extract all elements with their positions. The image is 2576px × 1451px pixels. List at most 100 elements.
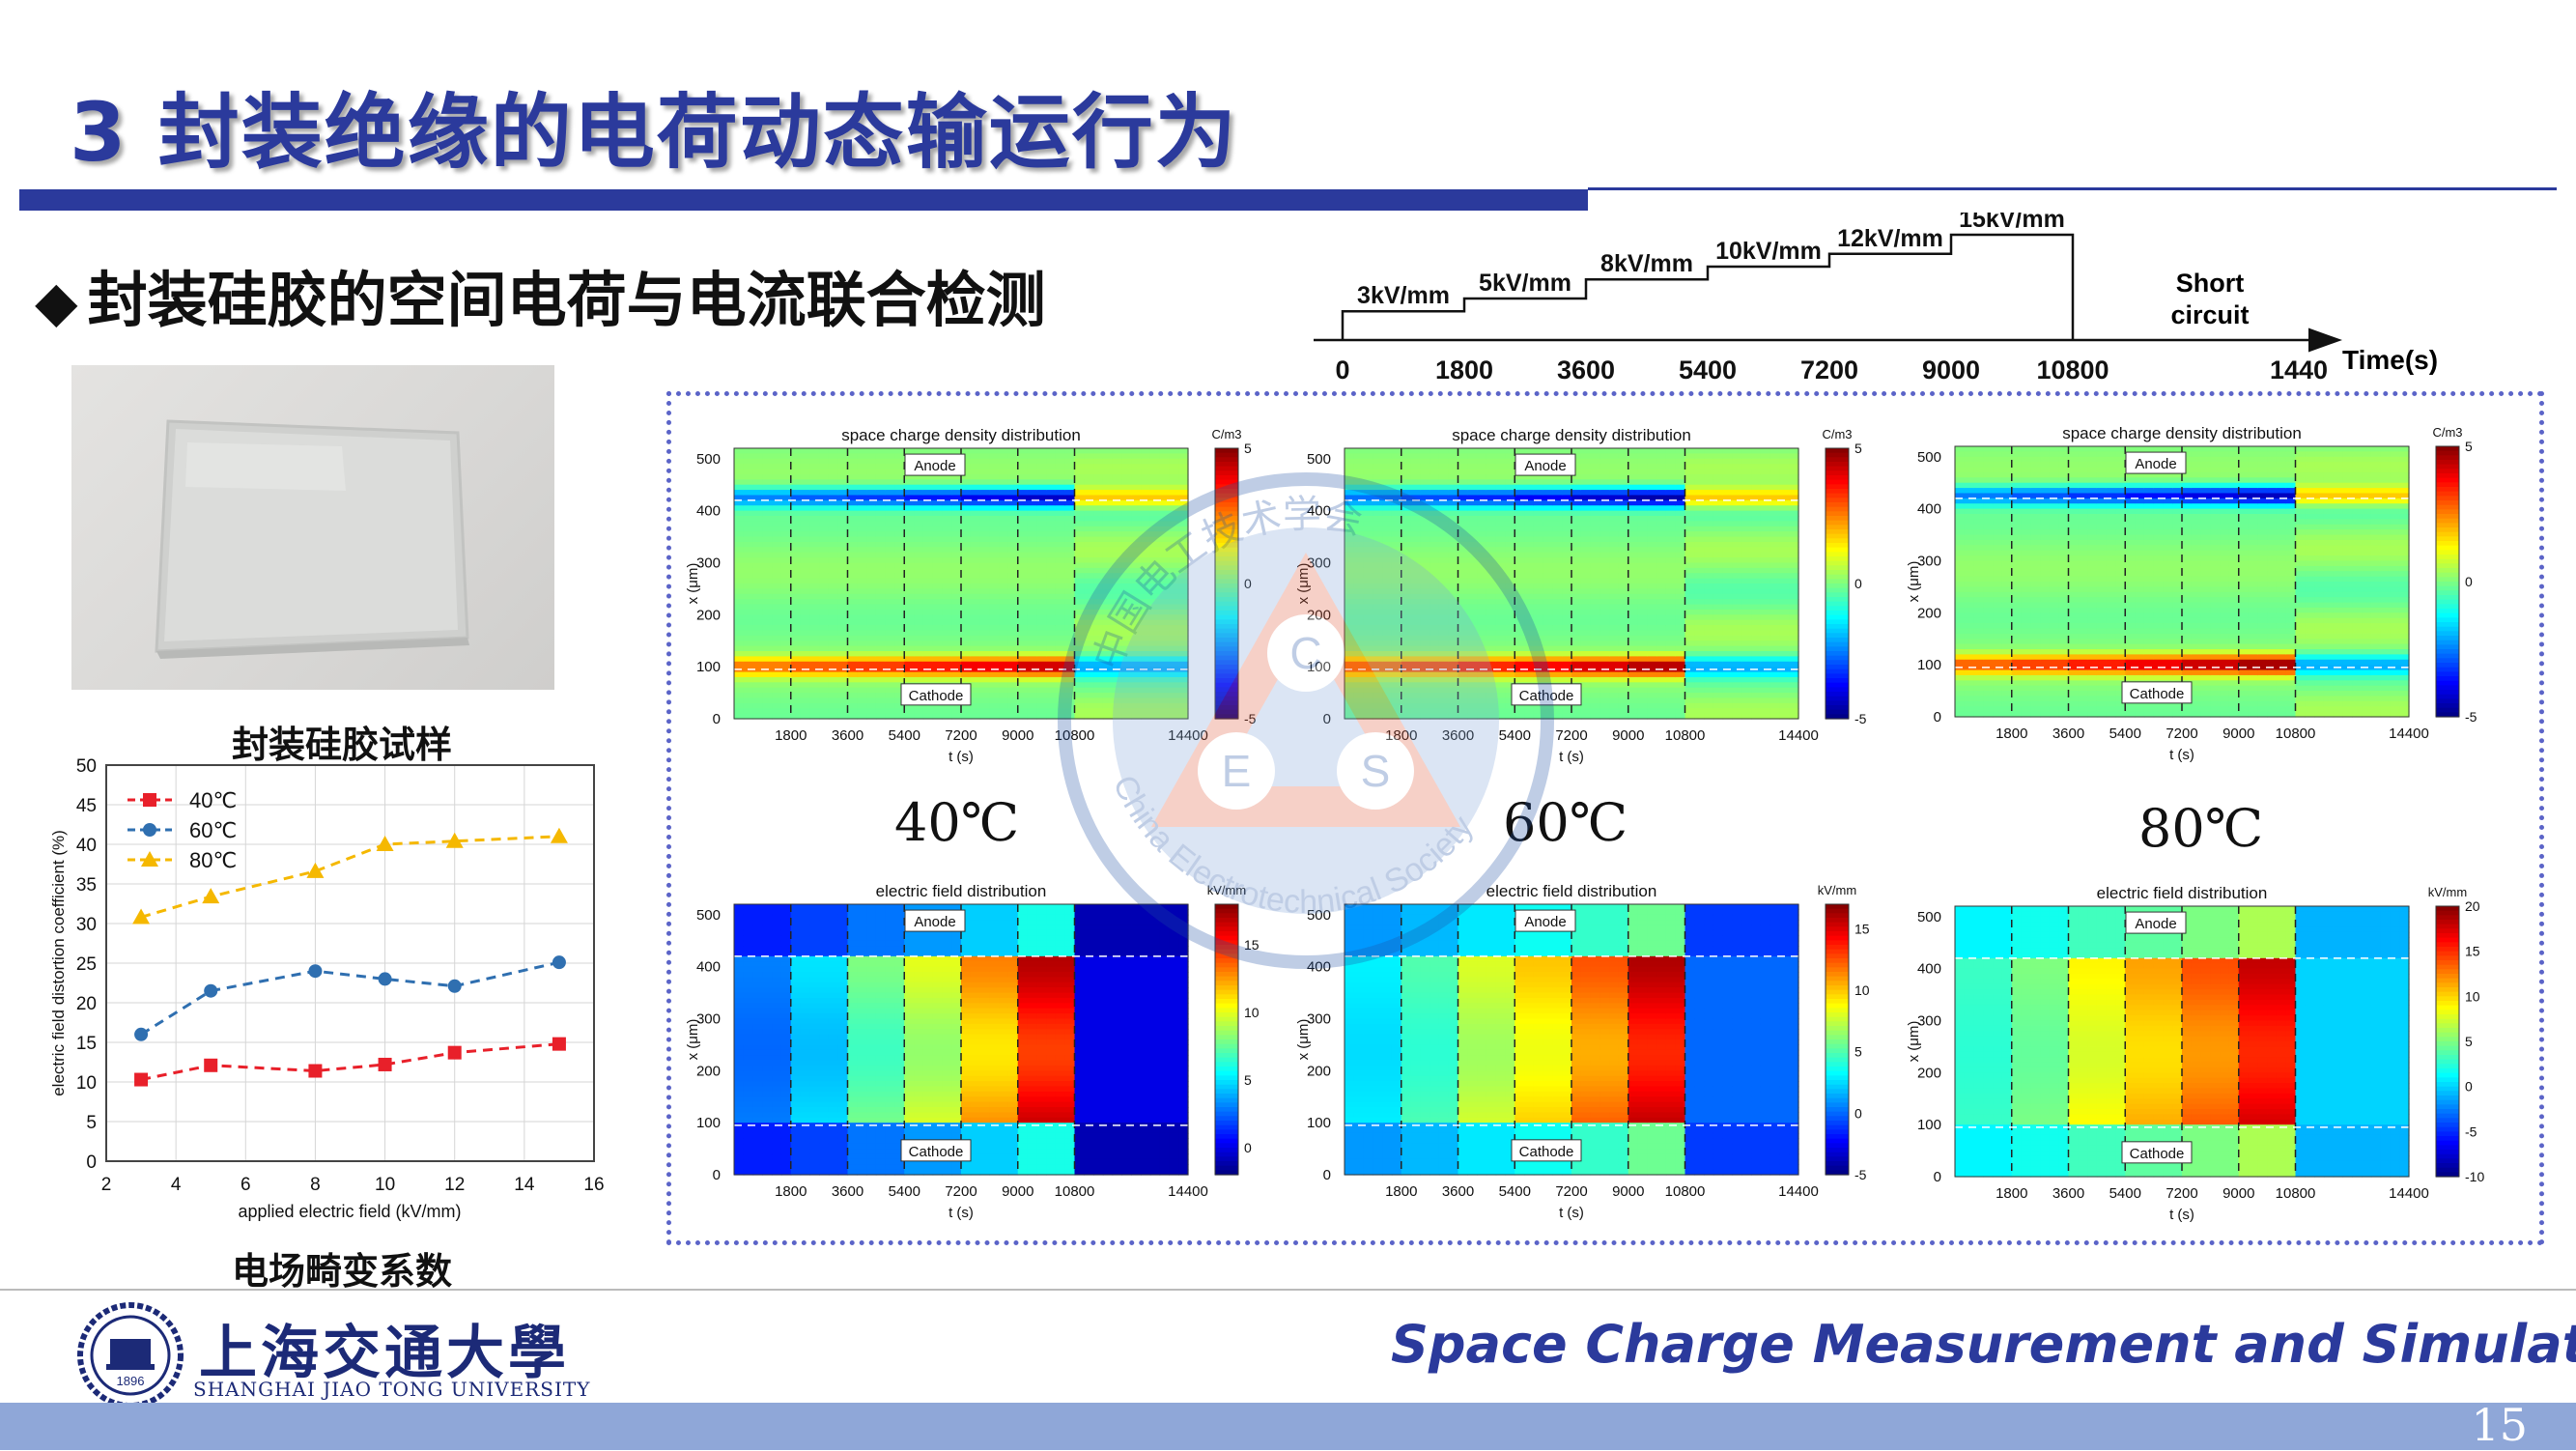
heatmap-cell	[809, 594, 819, 600]
heatmap-cell	[1458, 474, 1468, 480]
heatmap-cell	[1411, 688, 1421, 694]
colorbar-cell	[1215, 534, 1238, 539]
heatmap-cell	[1354, 511, 1364, 517]
heatmap-cell	[1562, 610, 1571, 615]
heatmap-cell	[1430, 588, 1439, 594]
heatmap-cell	[904, 672, 914, 678]
heatmap-cell	[781, 474, 791, 480]
heatmap-cell	[1591, 531, 1600, 537]
heatmap-cell	[809, 636, 819, 641]
heatmap-cell	[1131, 573, 1141, 579]
heatmap-cell	[1704, 500, 1713, 506]
heatmap-cell	[1514, 594, 1524, 600]
heatmap-cell	[980, 511, 990, 517]
heatmap-cell	[886, 521, 895, 526]
heatmap-cell	[1411, 453, 1421, 459]
heatmap-cell	[1036, 703, 1046, 709]
heatmap-cell	[866, 516, 876, 522]
heatmap-cell	[1382, 682, 1392, 688]
heatmap-cell	[1505, 588, 1514, 594]
heatmap-cell	[1401, 469, 1411, 475]
heatmap-cell	[809, 568, 819, 574]
heatmap-cell	[1514, 646, 1524, 652]
heatmap-cell	[829, 485, 838, 491]
heatmap-cell	[753, 500, 763, 506]
heatmap-cell	[914, 448, 923, 454]
heatmap-cell	[1420, 620, 1430, 626]
heatmap-cell	[876, 630, 886, 636]
heatmap-cell	[1345, 708, 1354, 714]
heatmap-cell	[1704, 542, 1713, 548]
heatmap-cell	[1150, 516, 1160, 522]
heatmap-cell	[1036, 662, 1046, 668]
heatmap-cell	[1382, 656, 1392, 662]
heatmap-cell	[848, 688, 858, 694]
heatmap-cell	[1514, 579, 1524, 584]
heatmap-cell	[1638, 511, 1648, 517]
heatmap-cell	[1751, 682, 1761, 688]
heatmap-cell	[1638, 479, 1648, 485]
heatmap-cell	[1364, 453, 1373, 459]
heatmap-cell	[857, 630, 866, 636]
heatmap-cell	[1467, 547, 1477, 553]
heatmap-cell	[1713, 656, 1723, 662]
heatmap-cell	[866, 500, 876, 506]
heatmap-cell	[961, 620, 971, 626]
heatmap-cell	[1666, 651, 1676, 657]
heatmap-cell	[1411, 562, 1421, 568]
heatmap-cell	[933, 448, 943, 454]
heatmap-cell	[1065, 610, 1075, 615]
heatmap-cell	[1364, 562, 1373, 568]
heatmap-cell	[1392, 557, 1401, 563]
heatmap-cell	[1524, 562, 1534, 568]
heatmap-cell	[848, 620, 858, 626]
heatmap-cell	[1741, 605, 1751, 611]
heatmap-cell	[1018, 469, 1028, 475]
heatmap-cell	[744, 531, 753, 537]
heatmap-cell	[1713, 485, 1723, 491]
heatmap-cell	[1420, 636, 1430, 641]
heatmap-cell	[1160, 521, 1170, 526]
heatmap-cell	[923, 537, 933, 543]
heatmap-cell	[1093, 651, 1103, 657]
heatmap-cell	[942, 605, 951, 611]
heatmap-cell	[1065, 490, 1075, 496]
heatmap-cell	[1075, 516, 1085, 522]
heatmap-cell	[1093, 490, 1103, 496]
heatmap-cell	[1496, 588, 1506, 594]
heatmap-cell	[1704, 610, 1713, 615]
heatmap-cell	[1028, 511, 1037, 517]
heatmap-cell	[942, 708, 951, 714]
heatmap-cell	[1160, 688, 1170, 694]
heatmap-cell	[876, 537, 886, 543]
heatmap-cell	[1411, 521, 1421, 526]
heatmap-cell	[1345, 448, 1354, 454]
heatmap-cell	[801, 526, 810, 532]
heatmap-cell	[809, 516, 819, 522]
heatmap-cell	[1430, 547, 1439, 553]
heatmap-cell	[1008, 583, 1018, 589]
heatmap-cell	[744, 662, 753, 668]
heatmap-cell	[1723, 568, 1733, 574]
heatmap-cell	[1552, 526, 1562, 532]
heatmap-cell	[1647, 526, 1656, 532]
heatmap-cell	[1018, 479, 1028, 485]
heatmap-cell	[791, 672, 801, 678]
heatmap-cell	[1704, 662, 1713, 668]
heatmap-cell	[1420, 594, 1430, 600]
heatmap-cell	[1075, 547, 1085, 553]
heatmap-cell	[989, 620, 999, 626]
heatmap-cell	[876, 594, 886, 600]
heatmap-cell	[1056, 579, 1065, 584]
heatmap-cell	[734, 697, 744, 703]
heatmap-cell	[1723, 588, 1733, 594]
heatmap-cell	[1439, 599, 1449, 605]
heatmap-cell	[772, 620, 781, 626]
heatmap-cell	[1430, 505, 1439, 511]
heatmap-cell	[1065, 640, 1075, 646]
heatmap-cell	[857, 646, 866, 652]
heatmap-cell	[1666, 521, 1676, 526]
heatmap-cell	[1713, 636, 1723, 641]
heatmap-cell	[904, 448, 914, 454]
heatmap-cell	[1131, 485, 1141, 491]
